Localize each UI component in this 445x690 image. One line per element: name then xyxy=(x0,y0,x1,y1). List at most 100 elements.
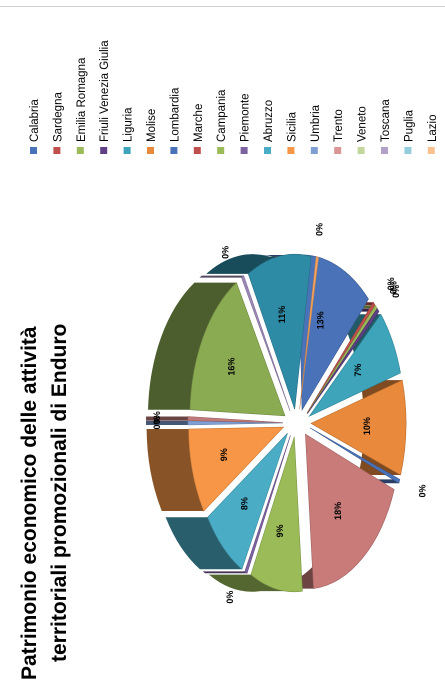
slice-data-label: 0% xyxy=(225,591,235,604)
legend-swatch xyxy=(427,147,435,154)
pie-slice-side xyxy=(146,420,189,425)
legend-item: Sardegna xyxy=(52,92,64,154)
slice-data-label: 10% xyxy=(362,417,372,435)
pie-slice xyxy=(310,379,407,476)
slice-data-label: 0% xyxy=(418,484,428,497)
pie-slice xyxy=(241,275,291,411)
legend-swatch xyxy=(287,147,295,154)
legend-item: Umbria xyxy=(310,104,322,154)
slice-data-label: 16% xyxy=(226,358,236,376)
pie-slice xyxy=(306,301,376,414)
pie-slice-side xyxy=(146,416,189,421)
chart-title-line-2: territoriali promozionali di Enduro xyxy=(48,324,71,662)
legend-item: Friuli Venezia Giulia xyxy=(99,40,111,154)
legend-item: Puglia xyxy=(403,109,415,154)
slice-data-label: 0% xyxy=(391,285,401,298)
legend-label: Lombardia xyxy=(169,87,181,142)
chart-title-line-1: Patrimonio economico delle attività xyxy=(18,326,41,680)
legend-swatch xyxy=(100,147,108,154)
pie-slice-side xyxy=(165,517,242,570)
legend-item: Emilia Romagna xyxy=(76,57,88,154)
slice-data-label: 0% xyxy=(389,281,399,294)
legend-label: Liguria xyxy=(123,107,135,142)
pie-slice xyxy=(189,282,286,417)
slice-data-label: 0% xyxy=(386,277,396,290)
legend-swatch xyxy=(193,147,201,154)
pie-slice xyxy=(309,427,401,484)
legend-label: Trento xyxy=(333,109,345,142)
legend-label: Abruzzo xyxy=(263,100,275,142)
pie-slice-side xyxy=(148,282,237,410)
legend-label: Marche xyxy=(193,104,205,142)
slice-data-label: 9% xyxy=(275,525,285,538)
legend-label: Sicilia xyxy=(286,111,298,142)
legend-label: Puglia xyxy=(403,109,415,142)
slice-data-label: 11% xyxy=(277,306,287,324)
pie-slice xyxy=(308,313,401,418)
legend-item: Molise xyxy=(146,109,158,154)
legend-swatch xyxy=(123,147,131,154)
slice-data-label: 0% xyxy=(221,246,231,259)
legend-item: Veneto xyxy=(357,106,369,154)
pie-slice xyxy=(187,416,284,423)
pie-slice-side xyxy=(206,254,312,274)
legend-label: Umbria xyxy=(310,104,322,142)
pie-slice xyxy=(250,436,303,592)
slice-data-label: 18% xyxy=(333,502,343,520)
legend-item: Liguria xyxy=(123,107,135,154)
legend-swatch xyxy=(30,147,37,154)
legend-item: Lombardia xyxy=(169,87,181,154)
legend-item: Piemonte xyxy=(240,93,252,154)
legend-swatch xyxy=(334,147,342,154)
legend-label: Veneto xyxy=(357,106,369,142)
legend-item: Sicilia xyxy=(286,111,298,154)
pie-slice-side xyxy=(208,574,303,592)
pie-slice xyxy=(244,435,291,574)
slice-data-label: 13% xyxy=(315,311,325,329)
pie-plot-area: 13%0%0%0%7%10%0%18%9%0%8%9%0%0%16%0%11%0… xyxy=(146,223,428,604)
slice-data-label: 9% xyxy=(219,448,229,461)
pie-slice xyxy=(306,304,378,414)
slice-data-label: 0% xyxy=(152,411,162,424)
legend-item: Lazio xyxy=(427,115,439,154)
chart-title: Patrimonio economico delle attività terr… xyxy=(18,324,71,680)
legend-item: Trento xyxy=(333,109,345,154)
legend-swatch xyxy=(264,147,271,154)
legend-label: Friuli Venezia Giulia xyxy=(99,40,111,142)
pie-slice-side xyxy=(202,571,248,574)
legend-label: Calabria xyxy=(29,99,41,142)
legend-label: Molise xyxy=(146,109,158,142)
pie-slice xyxy=(247,253,312,410)
pie-slice xyxy=(299,256,319,410)
legend-label: Emilia Romagna xyxy=(76,57,88,142)
legend-swatch xyxy=(147,147,154,154)
pie-slice xyxy=(207,433,288,570)
pie-slice-side xyxy=(199,275,244,278)
legend-swatch xyxy=(357,147,365,154)
legend-swatch xyxy=(310,147,318,154)
slice-data-label: 8% xyxy=(239,497,249,510)
pie-slice xyxy=(188,426,285,512)
legend-swatch xyxy=(76,147,84,154)
top-divider xyxy=(0,6,445,7)
legend-swatch xyxy=(404,147,412,154)
legend-label: Sardegna xyxy=(52,92,64,142)
legend-label: Campania xyxy=(216,89,228,142)
legend-swatch xyxy=(217,147,225,154)
legend-item: Toscana xyxy=(380,99,392,154)
legend-item: Calabria xyxy=(29,99,41,154)
pie-slice xyxy=(307,308,380,414)
legend-label: Piemonte xyxy=(240,93,252,142)
legend-label: Lazio xyxy=(427,115,439,143)
pie-slice xyxy=(187,420,284,426)
pie-slice xyxy=(305,433,395,589)
slice-data-label: 0% xyxy=(315,223,325,236)
slice-data-label: 7% xyxy=(353,364,363,377)
legend-label: Toscana xyxy=(380,99,392,142)
legend-swatch xyxy=(170,147,178,154)
legend-swatch xyxy=(53,147,61,154)
legend-swatch xyxy=(240,147,248,154)
legend-item: Abruzzo xyxy=(263,100,275,154)
